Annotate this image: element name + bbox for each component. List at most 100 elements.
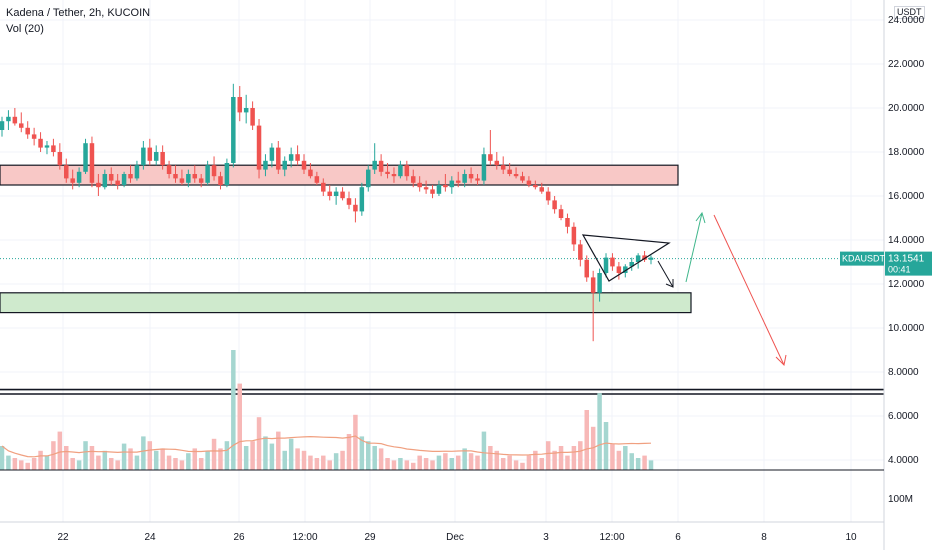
volume-bar <box>147 441 153 470</box>
black-arrow-line <box>657 260 674 288</box>
candle-body <box>211 165 217 177</box>
volume-bar <box>565 455 570 470</box>
volume-bar <box>610 443 615 470</box>
volume-bar <box>76 460 82 470</box>
candle-body <box>584 259 589 278</box>
volume-bar <box>642 455 647 470</box>
volume-bar <box>179 460 185 470</box>
candle-body <box>76 171 82 183</box>
time-tick-label: 10 <box>845 532 857 543</box>
price-tick-label: 4.0000 <box>888 455 919 466</box>
candle-body <box>520 176 525 181</box>
candle-body <box>398 165 403 177</box>
candle-body <box>578 244 583 260</box>
candle-body <box>340 191 345 199</box>
candle-body <box>173 174 178 179</box>
volume-bar <box>108 458 114 470</box>
time-tick-label: 3 <box>543 532 549 543</box>
candle-body <box>590 277 596 293</box>
volume-bar <box>19 460 24 470</box>
candle-body <box>545 191 551 201</box>
volume-bar <box>623 446 628 470</box>
time-tick-label: 29 <box>364 532 376 543</box>
candle-body <box>115 180 120 185</box>
price-tick-label: 16.0000 <box>888 191 925 202</box>
candle-body <box>134 165 140 179</box>
candle-body <box>250 108 255 126</box>
volume-bar <box>301 450 307 470</box>
price-tick-label: 18.0000 <box>888 147 925 158</box>
volume-bar <box>38 450 43 470</box>
volume-bar <box>70 458 75 470</box>
volume-bar <box>243 446 249 470</box>
candle-body <box>455 180 461 183</box>
candle-body <box>0 121 5 130</box>
time-tick-label: 22 <box>57 532 69 543</box>
volume-bar <box>218 448 223 470</box>
candle-body <box>488 154 493 161</box>
candle-body <box>623 266 628 273</box>
candle-body <box>147 147 153 161</box>
symbol-title[interactable]: Kadena / Tether, 2h, KUCOIN <box>6 7 151 19</box>
volume-bars <box>0 350 654 470</box>
candle-body <box>642 255 647 260</box>
volume-bar <box>629 453 634 470</box>
volume-bar <box>603 422 609 470</box>
candle-body <box>295 154 300 161</box>
candle-body <box>468 174 474 179</box>
volume-ma-line <box>1 435 652 458</box>
candle-body <box>57 152 63 166</box>
candle-body <box>19 123 24 128</box>
currency-badge[interactable]: USDT <box>894 6 925 19</box>
price-tick-label: 22.0000 <box>888 59 925 70</box>
volume-bar <box>443 453 448 470</box>
volume-bar <box>0 446 5 470</box>
price-tick-label: 14.0000 <box>888 235 925 246</box>
time-tick-label: 8 <box>761 532 767 543</box>
volume-bar <box>340 450 345 470</box>
volume-bar <box>455 455 461 470</box>
volume-bar <box>494 450 500 470</box>
volume-bar <box>128 448 133 470</box>
volume-bar <box>51 441 56 470</box>
time-tick-label: Dec <box>446 532 464 543</box>
candle-body <box>571 226 577 245</box>
price-tick-label: 6.0000 <box>888 411 919 422</box>
volume-bar <box>648 460 654 470</box>
volume-bar <box>372 446 377 470</box>
candle-body <box>243 108 249 113</box>
price-tick-label: 8.0000 <box>888 367 919 378</box>
volume-bar <box>398 458 403 470</box>
volume-bar <box>31 458 37 470</box>
red-arrow-head <box>775 354 787 367</box>
volume-bar <box>520 462 525 470</box>
volume-bar <box>417 455 422 470</box>
candle-body <box>366 169 371 188</box>
volume-bar <box>102 450 108 470</box>
volume-bar <box>488 446 493 470</box>
candle-body <box>186 174 191 183</box>
candle-body <box>128 174 133 179</box>
volume-bar <box>468 453 474 470</box>
candle-body <box>198 178 204 183</box>
volume-bar <box>160 448 165 470</box>
candle-body <box>436 185 442 194</box>
support-zone <box>0 292 692 314</box>
volume-bar <box>378 448 384 470</box>
volume-bar <box>539 458 545 470</box>
volume-bar <box>153 450 159 470</box>
candle-body <box>141 147 146 166</box>
candle-body <box>38 138 43 148</box>
candle-body <box>565 218 570 227</box>
candle-body <box>6 116 11 122</box>
volume-indicator-label[interactable]: Vol (20) <box>6 23 44 35</box>
volume-bar <box>526 455 532 470</box>
candle-body <box>83 143 88 172</box>
volume-bar <box>584 410 589 470</box>
volume-bar <box>12 458 18 470</box>
volume-bar <box>282 450 287 470</box>
volume-bar <box>321 455 326 470</box>
price-tick-label: 12.0000 <box>888 279 925 290</box>
candle-body <box>629 262 634 267</box>
